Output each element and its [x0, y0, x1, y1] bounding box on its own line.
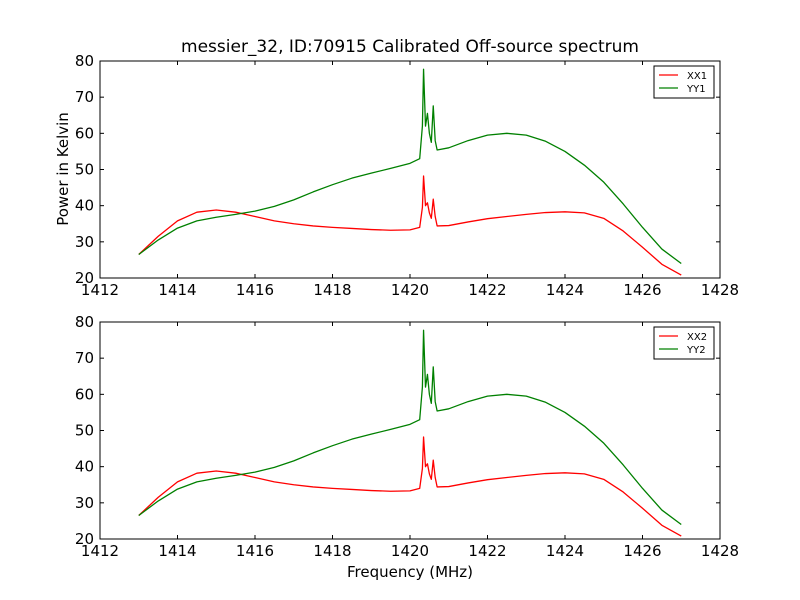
series-line-yy2	[138, 329, 682, 526]
y-tick-label: 20	[75, 530, 94, 548]
x-tick-label: 1428	[701, 542, 739, 560]
legend-box	[653, 65, 715, 99]
y-axis-label: Power in Kelvin	[54, 112, 72, 226]
y-tick-label: 50	[75, 422, 94, 440]
x-tick-label: 1422	[468, 281, 506, 299]
y-tick-label: 40	[75, 197, 94, 215]
x-tick-label: 1416	[236, 281, 274, 299]
x-tick-label: 1414	[158, 281, 196, 299]
x-tick-label: 1412	[81, 281, 119, 299]
x-axis-label: Frequency (MHz)	[347, 563, 473, 581]
y-tick-label: 30	[75, 233, 94, 251]
x-tick-label: 1418	[313, 542, 351, 560]
y-tick-label: 60	[75, 385, 94, 403]
series-line-xx2	[138, 436, 682, 537]
bottom-panel: 1412 1414 1416 1418 1420 1422 1424 1426 1428 20 30…	[75, 313, 739, 560]
legend-label-xx1: XX1	[687, 71, 707, 82]
x-tick-label: 1424	[546, 281, 584, 299]
legend-label-yy1: YY1	[686, 84, 706, 95]
x-tick-label: 1418	[313, 281, 351, 299]
series-line-yy1	[138, 68, 682, 265]
y-tick-label: 80	[75, 52, 94, 70]
y-tick-label: 40	[75, 458, 94, 476]
y-tick-label: 70	[75, 349, 94, 367]
x-tick-label: 1422	[468, 542, 506, 560]
figure-title: messier_32, ID:70915 Calibrated Off-sour…	[181, 37, 639, 57]
legend-label-xx2: XX2	[687, 332, 707, 343]
x-tick-label: 1424	[546, 542, 584, 560]
y-tick-label: 60	[75, 124, 94, 142]
x-tick-label: 1420	[391, 281, 429, 299]
x-tick-label: 1426	[623, 542, 661, 560]
x-tick-label: 1420	[391, 542, 429, 560]
x-tick-label: 1426	[623, 281, 661, 299]
top-panel: 1412 1414 1416 1418 1420 1422 1424 1426 1428 20 30…	[75, 52, 739, 299]
x-tick-label: 1412	[81, 542, 119, 560]
x-tick-label: 1416	[236, 542, 274, 560]
x-tick-label: 1414	[158, 542, 196, 560]
series-line-xx1	[138, 175, 682, 276]
y-tick-label: 30	[75, 494, 94, 512]
y-tick-label: 80	[75, 313, 94, 331]
legend-label-yy2: YY2	[686, 345, 706, 356]
y-tick-label: 50	[75, 161, 94, 179]
y-tick-label: 70	[75, 88, 94, 106]
legend-box	[653, 326, 715, 360]
x-tick-label: 1428	[701, 281, 739, 299]
y-tick-label: 20	[75, 269, 94, 287]
